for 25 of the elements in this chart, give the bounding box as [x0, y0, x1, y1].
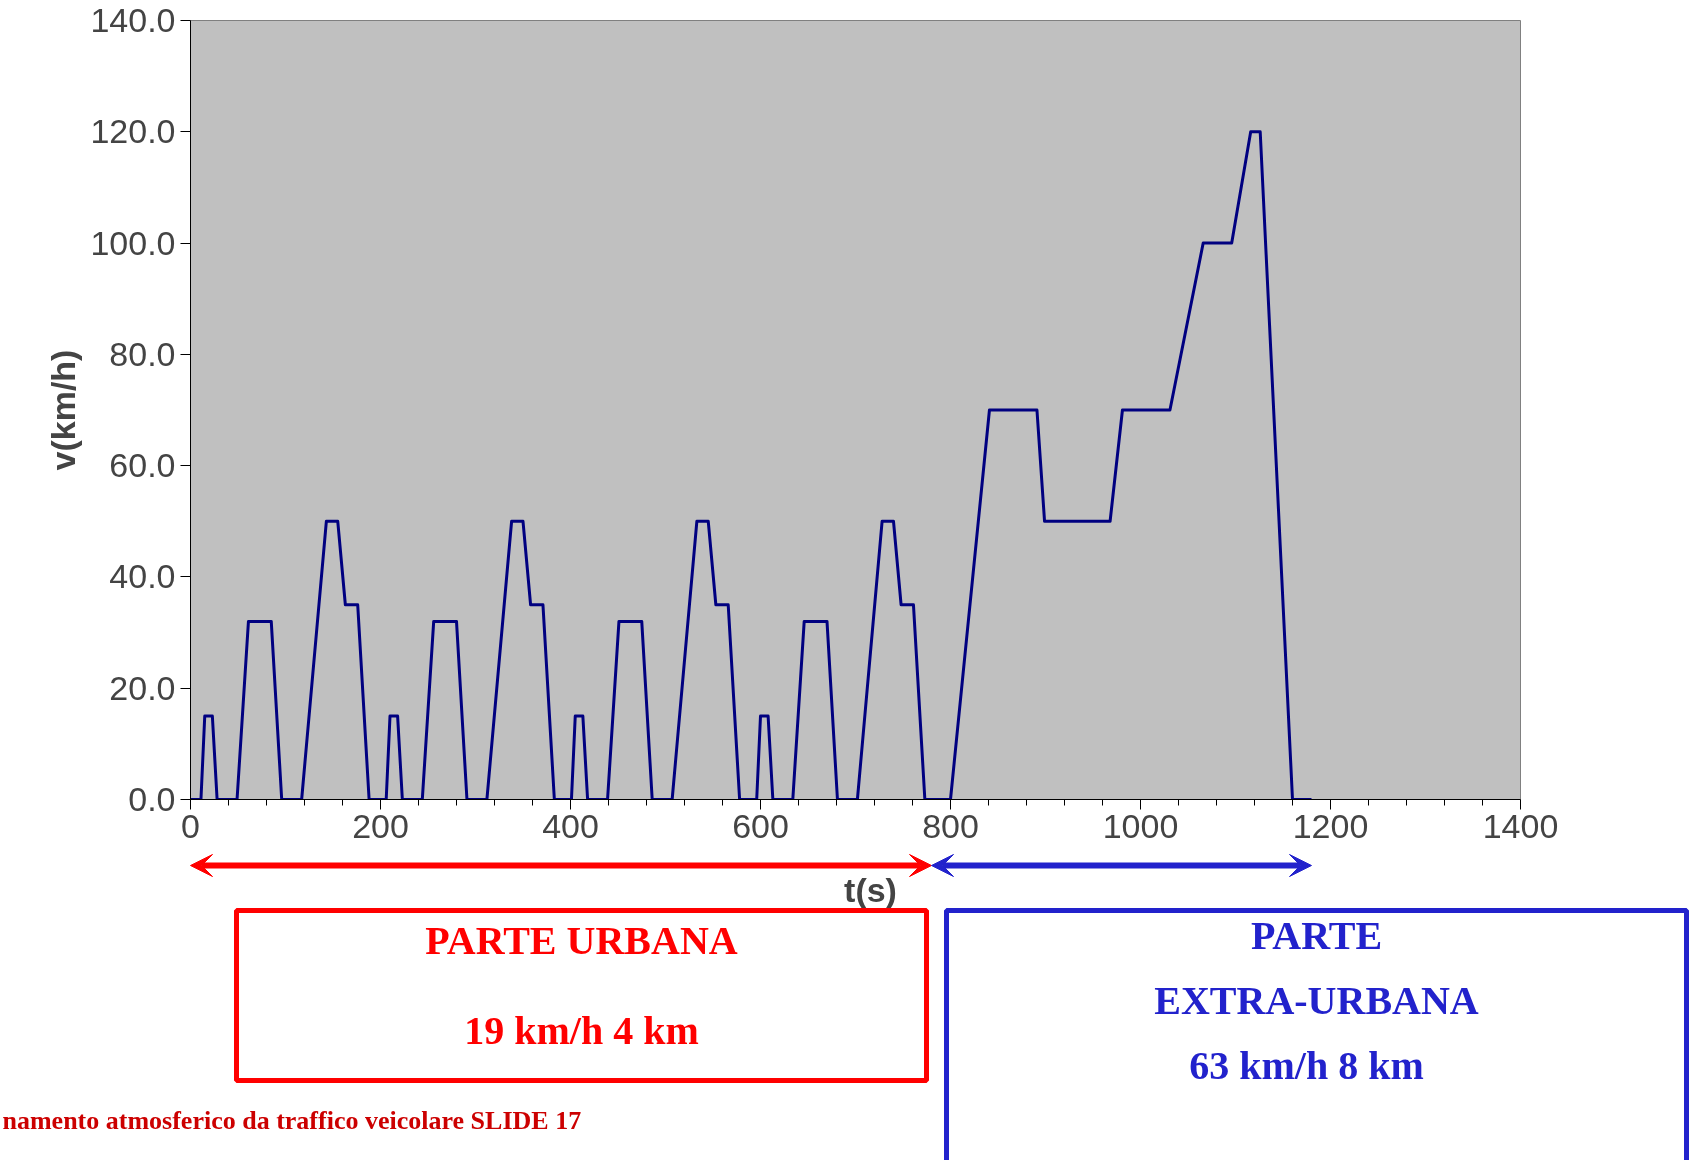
- text: PARTE: [1250, 913, 1383, 958]
- y-tick-label: 20.0: [109, 668, 176, 707]
- text: 63 km/h 8 km: [1189, 1043, 1424, 1088]
- text: 19 km/h 4 km: [464, 1008, 699, 1053]
- x-tick-label: 1200: [1292, 806, 1369, 845]
- y-tick-label: 60.0: [109, 446, 176, 485]
- x-tick-label: 0: [181, 806, 200, 845]
- x-tick-label: 200: [352, 806, 409, 845]
- y-tick-label: 0.0: [128, 780, 176, 818]
- line-series: [190, 130, 1313, 800]
- y-tick-label: 100.0: [90, 223, 176, 262]
- text: EXTRA-URBANA: [1154, 978, 1479, 1023]
- x-tick-label: 400: [542, 806, 599, 845]
- text: PARTE URBANA: [425, 918, 738, 963]
- x-tick-label: 800: [922, 806, 979, 845]
- text: namento atmosferico da traffico veicolare SLIDE 17: [2, 1106, 582, 1135]
- x-tick-label: 600: [732, 806, 789, 845]
- x-tick-label: 1000: [1102, 806, 1179, 845]
- y-axis-title: v(km/h): [44, 349, 83, 471]
- y-tick-label: 120.0: [90, 112, 176, 151]
- x-tick-label: 1400: [1482, 806, 1559, 845]
- y-tick-label: 80.0: [109, 334, 176, 373]
- x-axis-title: t(s): [844, 870, 897, 909]
- y-tick-label: 140.0: [90, 1, 176, 39]
- y-tick-label: 40.0: [109, 557, 176, 596]
